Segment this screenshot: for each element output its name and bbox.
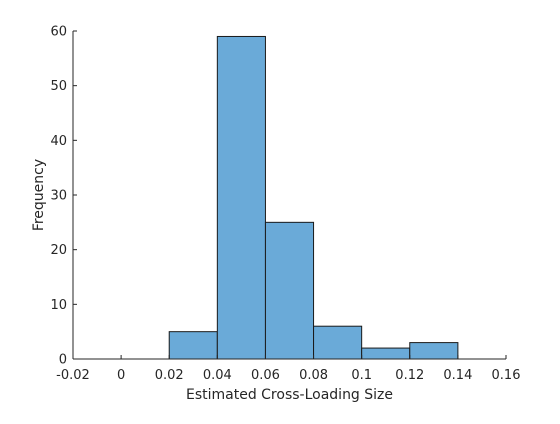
histogram-bar bbox=[361, 347, 411, 360]
x-tick-label: 0.04 bbox=[203, 368, 232, 383]
x-tick-label: 0.14 bbox=[443, 368, 472, 383]
histogram-bar bbox=[216, 35, 266, 360]
x-tick-label: 0 bbox=[117, 368, 125, 383]
y-tick-label: 20 bbox=[50, 243, 67, 258]
x-axis-title: Estimated Cross-Loading Size bbox=[186, 387, 393, 403]
histogram-bar bbox=[409, 342, 459, 360]
x-ticks: -0.02 0 0.02 0.04 0.06 0.08 0.1 0.12 0.14 0.16 bbox=[56, 355, 520, 383]
histogram-bar bbox=[313, 325, 363, 360]
histogram-bar bbox=[264, 221, 315, 360]
x-tick-label: 0.12 bbox=[395, 368, 424, 383]
y-ticks: 0 10 20 30 40 50 60 bbox=[50, 25, 77, 368]
x-tick-label: 0.02 bbox=[155, 368, 184, 383]
y-tick-label: 50 bbox=[50, 79, 67, 94]
y-tick-label: 30 bbox=[50, 189, 67, 204]
x-tick-label: -0.02 bbox=[56, 368, 90, 383]
x-tick-label: 0.16 bbox=[492, 368, 521, 383]
x-tick-label: 0.06 bbox=[251, 368, 280, 383]
x-tick-label: 0.1 bbox=[351, 368, 372, 383]
bars-layer bbox=[168, 35, 459, 360]
y-tick-label: 40 bbox=[50, 134, 67, 149]
histogram-bar bbox=[168, 331, 218, 360]
y-tick-label: 0 bbox=[59, 353, 67, 368]
y-axis-title: Frequency bbox=[31, 159, 47, 231]
y-tick-label: 10 bbox=[50, 298, 67, 313]
y-tick-label: 60 bbox=[50, 25, 67, 40]
x-tick-label: 0.08 bbox=[299, 368, 328, 383]
